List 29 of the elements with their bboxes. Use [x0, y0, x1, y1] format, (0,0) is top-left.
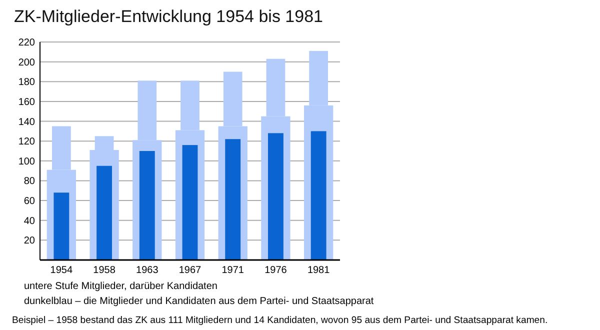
- bar: [225, 139, 241, 260]
- y-tick-label: 100: [18, 156, 36, 168]
- y-tick-label: 60: [24, 196, 36, 208]
- y-tick-label: 220: [18, 38, 36, 48]
- text: Beispiel – 1958 bestand das ZK aus 111 Mitgliedern und 14 Kandidaten, wovon 95 aus dem Partei- und Staatsapparat kamen.: [12, 315, 548, 326]
- x-tick-label: 1967: [178, 265, 202, 276]
- chart-title: ZK-Mitglieder-Entwicklung 1954 bis 1981: [14, 7, 323, 26]
- x-tick-label: 1954: [50, 265, 73, 276]
- y-tick-label: 40: [24, 216, 36, 227]
- bar: [139, 151, 155, 260]
- x-tick-label: 1963: [136, 265, 159, 276]
- y-tick-label: 160: [18, 96, 36, 108]
- bar: [96, 166, 112, 260]
- bar: [268, 133, 284, 260]
- text: dunkelblau – die Mitglieder und Kandidaten aus dem Partei- und Staatsapparat: [24, 296, 374, 307]
- x-tick-label: 1981: [307, 265, 330, 276]
- bar: [310, 131, 326, 260]
- x-tick-label: 1958: [93, 265, 116, 276]
- y-tick-label: 140: [18, 116, 36, 128]
- bar: [182, 145, 198, 260]
- x-tick-label: 1976: [264, 265, 288, 276]
- x-tick-label: 1971: [222, 265, 244, 276]
- bar: [54, 192, 70, 260]
- y-tick-label: 120: [18, 136, 36, 148]
- y-tick-label: 180: [18, 77, 36, 88]
- y-tick-label: 80: [24, 176, 36, 188]
- text: untere Stufe Mitglieder, darüber Kandidaten: [24, 281, 218, 292]
- y-tick-label: 20: [24, 236, 36, 247]
- y-tick-label: 200: [18, 57, 36, 68]
